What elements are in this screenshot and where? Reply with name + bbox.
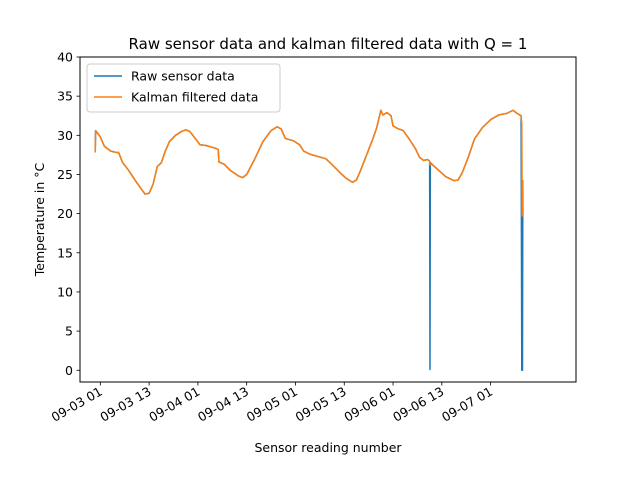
series-line-kalman — [94, 109, 524, 217]
legend-label-kalman: Kalman filtered data — [131, 90, 258, 105]
y-tick-label: 30 — [57, 128, 73, 143]
y-axis-ticks: 0 5 10 15 20 25 30 35 40 — [57, 50, 80, 378]
y-tick-label: 15 — [57, 245, 73, 260]
legend: Raw sensor data Kalman filtered data — [86, 63, 281, 113]
y-tick-label: 0 — [65, 363, 73, 378]
legend-label-raw: Raw sensor data — [131, 69, 235, 84]
y-tick-label: 40 — [57, 50, 73, 65]
y-tick-label: 5 — [65, 324, 73, 339]
y-tick-label: 10 — [57, 284, 73, 299]
y-tick-label: 25 — [57, 167, 73, 182]
y-tick-label: 20 — [57, 206, 73, 221]
legend-box — [86, 63, 281, 113]
series-layer — [94, 109, 524, 371]
axes-frame — [79, 56, 577, 383]
y-tick-label: 35 — [57, 89, 73, 104]
x-axis-title: Sensor reading number — [254, 440, 402, 455]
chart-title: Raw sensor data and kalman filtered data… — [129, 35, 528, 53]
y-axis-title: Temperature in °C — [32, 162, 47, 277]
